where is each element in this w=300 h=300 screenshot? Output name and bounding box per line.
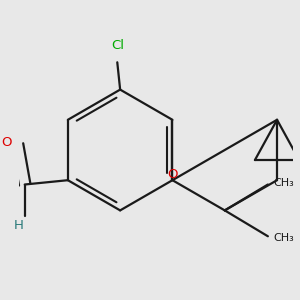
Text: O: O	[1, 136, 11, 149]
Text: CH₃: CH₃	[274, 178, 294, 188]
Text: H: H	[14, 219, 24, 232]
Text: O: O	[167, 168, 178, 181]
Text: Cl: Cl	[111, 39, 124, 52]
Text: CH₃: CH₃	[274, 233, 294, 243]
